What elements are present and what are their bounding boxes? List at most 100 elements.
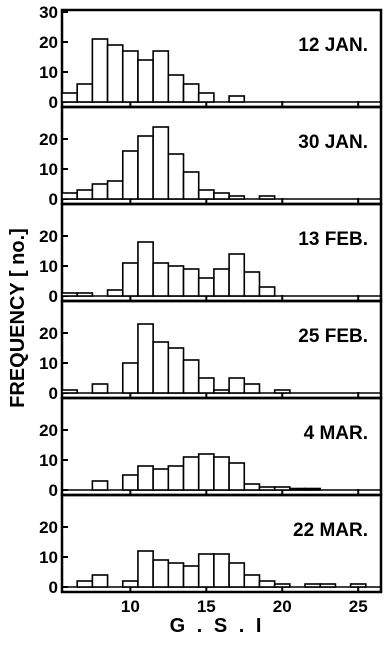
histogram-bar: [152, 50, 170, 103]
histogram-bar: [91, 38, 109, 103]
histogram-bar: [182, 456, 200, 491]
histogram-bar: [243, 483, 261, 491]
histogram-bar: [61, 389, 78, 394]
panel-2: 0 10 20 30 JAN.: [39, 105, 383, 209]
histogram-bar: [121, 262, 139, 297]
x-tick-label: 20: [273, 597, 292, 616]
y-tick-label: 10: [39, 160, 58, 179]
x-tick-label: 10: [121, 597, 140, 616]
histogram-bar: [137, 550, 154, 588]
y-tick-label: 10: [39, 354, 58, 373]
histogram-bar: [121, 50, 139, 103]
histogram-bar: [152, 126, 170, 200]
y-tick-label: 20: [39, 227, 58, 246]
histogram-bar: [167, 153, 185, 200]
y-tick-label: 0: [49, 481, 58, 500]
histogram-bar: [91, 183, 109, 200]
histogram-bar: [121, 150, 139, 200]
histogram-bar: [197, 189, 215, 200]
histogram-bar: [121, 362, 139, 394]
histogram-bar: [258, 195, 276, 200]
histogram-bar: [106, 44, 124, 103]
histogram-bar: [182, 565, 200, 588]
panel-stack: 0 10 20 30 12 JAN. 0 10 20 30 JAN. 0 10 20 13 FEB. 0 1…: [39, 3, 383, 597]
panel-date-label: 25 FEB.: [298, 326, 368, 347]
histogram-bar: [182, 83, 200, 103]
histogram-bar: [228, 195, 246, 200]
histogram-bar: [228, 95, 246, 103]
panel-date-label: 4 MAR.: [304, 423, 368, 444]
y-tick-label: 20: [39, 421, 58, 440]
histogram-bar: [76, 189, 94, 200]
histogram-bar: [137, 465, 154, 491]
y-tick-label: 30: [39, 3, 58, 22]
histogram-bar: [76, 292, 94, 297]
histogram-bar: [152, 262, 170, 297]
histogram-bar: [106, 289, 124, 297]
x-tick-label: 15: [197, 597, 216, 616]
panel-4: 0 10 20 25 FEB.: [39, 299, 383, 403]
y-tick-label: 0: [49, 578, 58, 597]
histogram-bar: [213, 389, 230, 394]
histogram-bar: [349, 583, 367, 588]
histogram-bar: [228, 253, 246, 297]
histogram-bar: [61, 292, 78, 297]
histogram-bar: [61, 192, 78, 200]
histogram-bar: [258, 486, 276, 491]
histogram-bar: [167, 265, 185, 297]
y-tick-label: 10: [39, 257, 58, 276]
histogram-bar: [91, 480, 109, 491]
histogram-bar: [182, 359, 200, 394]
panel-6: 0 10 20 22 MAR.: [39, 493, 383, 597]
panel-date-label: 12 JAN.: [298, 35, 368, 56]
histogram-bar: [228, 462, 246, 491]
y-axis-label: FREQUENCY [ no.]: [7, 228, 29, 408]
histogram-bar: [228, 562, 246, 588]
y-tick-label: 10: [39, 548, 58, 567]
histogram-bar: [197, 453, 215, 491]
panel-date-label: 22 MAR.: [293, 520, 368, 541]
histogram-bar: [76, 83, 94, 103]
x-axis-label: G . S . I: [170, 615, 265, 637]
panel-1: 0 10 20 30 12 JAN.: [39, 3, 383, 112]
histogram-bar: [304, 583, 322, 588]
histogram-bar: [304, 487, 322, 491]
y-tick-label: 0: [49, 287, 58, 306]
histogram-bar: [319, 583, 337, 588]
histogram-bar: [258, 580, 276, 588]
panel-frame: [60, 493, 383, 594]
histogram-bar: [243, 574, 261, 588]
x-axis: 10 15 20 25: [121, 597, 368, 616]
y-tick-label: 10: [39, 63, 58, 82]
histogram-bar: [137, 59, 154, 103]
histogram-bar: [61, 92, 78, 103]
histogram-bar: [213, 456, 230, 491]
histogram-bar: [152, 341, 170, 394]
y-tick-label: 20: [39, 518, 58, 537]
panel-date-label: 13 FEB.: [298, 229, 368, 250]
y-tick-label: 0: [49, 190, 58, 209]
y-tick-label: 0: [49, 384, 58, 403]
x-tick-label: 25: [349, 597, 368, 616]
panel-5: 0 10 20 4 MAR.: [39, 396, 383, 500]
histogram-bar: [213, 553, 230, 588]
histogram-bar: [167, 347, 185, 394]
histogram-bar: [273, 583, 291, 588]
histogram-bar: [167, 562, 185, 588]
histogram-bar: [213, 192, 230, 200]
histogram-bar: [91, 574, 109, 588]
histogram-bar: [76, 580, 94, 588]
histogram-bar: [197, 277, 215, 297]
histogram-bar: [182, 171, 200, 200]
histogram-bar: [167, 465, 185, 491]
histogram-bar: [197, 92, 215, 103]
histogram-bar: [243, 383, 261, 394]
histogram-bar: [121, 474, 139, 491]
histogram-bar: [182, 268, 200, 297]
histogram-bar: [106, 180, 124, 200]
y-tick-label: 20: [39, 324, 58, 343]
histogram-bar: [137, 241, 154, 297]
histogram-bar: [228, 377, 246, 394]
histogram-bar: [289, 487, 306, 491]
